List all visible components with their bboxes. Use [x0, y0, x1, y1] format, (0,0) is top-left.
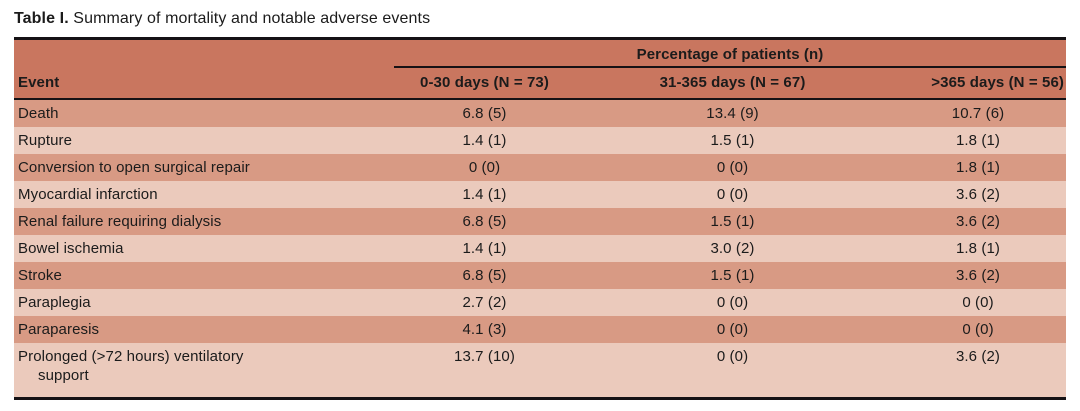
value-cell: 10.7 (6)	[890, 99, 1066, 127]
group-header-spacer	[14, 38, 394, 67]
table-row: Paraplegia 2.7 (2) 0 (0) 0 (0)	[14, 289, 1066, 316]
event-cell: Conversion to open surgical repair	[14, 154, 394, 181]
value-cell: 1.5 (1)	[575, 127, 890, 154]
value-cell: 1.8 (1)	[890, 235, 1066, 262]
value-cell: 0 (0)	[890, 289, 1066, 316]
value-cell: 3.6 (2)	[890, 208, 1066, 235]
group-header-cell: Percentage of patients (n)	[394, 38, 1066, 68]
value-cell: 3.6 (2)	[890, 262, 1066, 289]
adverse-events-table: Percentage of patients (n) Event 0-30 da…	[14, 37, 1066, 400]
group-header-row: Percentage of patients (n)	[14, 38, 1066, 68]
value-cell: 4.1 (3)	[394, 316, 575, 343]
value-cell: 0 (0)	[575, 154, 890, 181]
value-cell: 1.8 (1)	[890, 127, 1066, 154]
event-cell: Rupture	[14, 127, 394, 154]
page: Table I. Summary of mortality and notabl…	[14, 9, 1066, 400]
value-cell: 13.7 (10)	[394, 343, 575, 399]
value-cell: 2.7 (2)	[394, 289, 575, 316]
table-row: Rupture 1.4 (1) 1.5 (1) 1.8 (1)	[14, 127, 1066, 154]
value-cell: 1.5 (1)	[575, 208, 890, 235]
column-header-over-365-days: >365 days (N = 56)	[890, 67, 1066, 100]
value-cell: 13.4 (9)	[575, 99, 890, 127]
value-cell: 0 (0)	[575, 289, 890, 316]
table-body: Death 6.8 (5) 13.4 (9) 10.7 (6) Rupture 1.4 (…	[14, 99, 1066, 399]
table-row: Myocardial infarction 1.4 (1) 0 (0) 3.6 (2)	[14, 181, 1066, 208]
value-cell: 3.6 (2)	[890, 181, 1066, 208]
column-header-row: Event 0-30 days (N = 73) 31-365 days (N …	[14, 67, 1066, 100]
column-header-event: Event	[14, 67, 394, 100]
table-title-text: Summary of mortality and notable adverse…	[73, 10, 431, 27]
value-cell: 0 (0)	[890, 316, 1066, 343]
table-header: Percentage of patients (n) Event 0-30 da…	[14, 38, 1066, 100]
value-cell: 1.8 (1)	[890, 154, 1066, 181]
event-cell: Paraplegia	[14, 289, 394, 316]
event-cell: Paraparesis	[14, 316, 394, 343]
table-row: Stroke 6.8 (5) 1.5 (1) 3.6 (2)	[14, 262, 1066, 289]
table-title-label: Table I.	[14, 10, 69, 27]
value-cell: 1.4 (1)	[394, 235, 575, 262]
value-cell: 3.6 (2)	[890, 343, 1066, 399]
event-cell: Stroke	[14, 262, 394, 289]
value-cell: 0 (0)	[394, 154, 575, 181]
value-cell: 0 (0)	[575, 343, 890, 399]
event-cell: Renal failure requiring dialysis	[14, 208, 394, 235]
event-cell: Prolonged (>72 hours) ventilatory suppor…	[14, 343, 394, 399]
value-cell: 0 (0)	[575, 181, 890, 208]
table-row: Renal failure requiring dialysis 6.8 (5) 1…	[14, 208, 1066, 235]
column-header-0-30-days: 0-30 days (N = 73)	[394, 67, 575, 100]
value-cell: 3.0 (2)	[575, 235, 890, 262]
table-row: Death 6.8 (5) 13.4 (9) 10.7 (6)	[14, 99, 1066, 127]
table-row: Paraparesis 4.1 (3) 0 (0) 0 (0)	[14, 316, 1066, 343]
column-header-31-365-days: 31-365 days (N = 67)	[575, 67, 890, 100]
value-cell: 6.8 (5)	[394, 99, 575, 127]
value-cell: 1.5 (1)	[575, 262, 890, 289]
table-row: Prolonged (>72 hours) ventilatory suppor…	[14, 343, 1066, 399]
value-cell: 0 (0)	[575, 316, 890, 343]
value-cell: 6.8 (5)	[394, 208, 575, 235]
value-cell: 1.4 (1)	[394, 127, 575, 154]
value-cell: 6.8 (5)	[394, 262, 575, 289]
table-row: Bowel ischemia 1.4 (1) 3.0 (2) 1.8 (1)	[14, 235, 1066, 262]
table-title: Table I. Summary of mortality and notabl…	[14, 9, 1066, 29]
event-cell: Bowel ischemia	[14, 235, 394, 262]
event-cell: Myocardial infarction	[14, 181, 394, 208]
value-cell: 1.4 (1)	[394, 181, 575, 208]
table-row: Conversion to open surgical repair 0 (0) 0…	[14, 154, 1066, 181]
event-cell: Death	[14, 99, 394, 127]
